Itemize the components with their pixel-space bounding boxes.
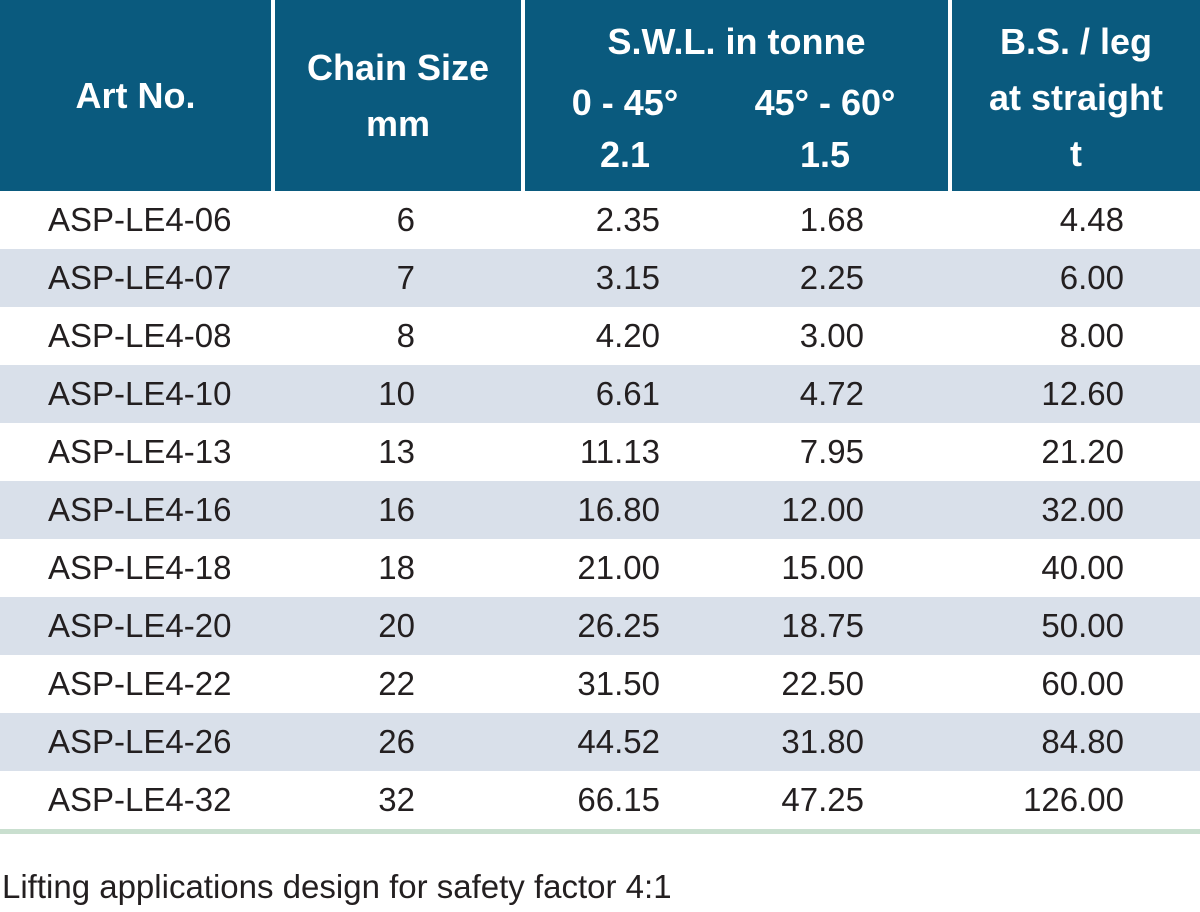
cell-swl-45-60: 22.50 [781, 665, 864, 702]
table-row: ASP-LE4-07 7 3.15 2.25 6.00 [0, 249, 1200, 307]
cell-art-no: ASP-LE4-26 [48, 723, 232, 760]
cell-breaking-strength: 40.00 [1041, 549, 1124, 586]
cell-breaking-strength: 4.48 [1059, 201, 1124, 238]
cell-breaking-strength: 6.00 [1059, 259, 1124, 296]
table-row: ASP-LE4-32 32 66.15 47.25 126.00 [0, 771, 1200, 829]
header-swl-angle-2: 45° - 60° [754, 82, 896, 123]
cell-swl-45-60: 2.25 [799, 259, 864, 296]
cell-art-no: ASP-LE4-22 [48, 665, 232, 702]
cell-swl-45-60: 12.00 [781, 491, 864, 528]
cell-art-no: ASP-LE4-20 [48, 607, 232, 644]
cell-swl-0-45: 66.15 [577, 781, 660, 818]
cell-art-no: ASP-LE4-18 [48, 549, 232, 586]
cell-breaking-strength: 126.00 [1023, 781, 1124, 818]
table-row: ASP-LE4-08 8 4.20 3.00 8.00 [0, 307, 1200, 365]
cell-swl-0-45: 2.35 [595, 201, 660, 238]
cell-swl-45-60: 18.75 [781, 607, 864, 644]
table-bottom-rule [0, 829, 1200, 834]
table-row: ASP-LE4-18 18 21.00 15.00 40.00 [0, 539, 1200, 597]
table-row: ASP-LE4-13 13 11.13 7.95 21.20 [0, 423, 1200, 481]
cell-swl-0-45: 4.20 [595, 317, 660, 354]
header-swl-factor-1: 2.1 [599, 134, 651, 175]
cell-chain-size: 18 [378, 549, 415, 586]
cell-swl-0-45: 44.52 [577, 723, 660, 760]
cell-swl-0-45: 21.00 [577, 549, 660, 586]
cell-swl-0-45: 11.13 [579, 433, 660, 470]
header-bs-line-2: at straight [988, 77, 1164, 118]
cell-art-no: ASP-LE4-32 [48, 781, 232, 818]
table-row: ASP-LE4-06 6 2.35 1.68 4.48 [0, 191, 1200, 249]
header-art-no-label: Art No. [75, 75, 196, 116]
cell-swl-0-45: 3.15 [595, 259, 660, 296]
cell-chain-size: 7 [396, 259, 415, 296]
cell-art-no: ASP-LE4-10 [48, 375, 232, 412]
table-body: ASP-LE4-06 6 2.35 1.68 4.48 ASP-LE4-07 7 3.15 2.… [0, 191, 1200, 829]
header-chain-size-unit: mm [365, 103, 431, 144]
header-swl-title: S.W.L. in tonne [607, 21, 866, 62]
cell-swl-45-60: 15.00 [781, 549, 864, 586]
header-bs-line-3: t [1070, 133, 1082, 174]
cell-swl-0-45: 16.80 [577, 491, 660, 528]
header-art-no: Art No. [0, 0, 271, 191]
cell-art-no: ASP-LE4-13 [48, 433, 232, 470]
header-bs-line-1: B.S. / leg [999, 21, 1153, 62]
header-swl-angle-1: 0 - 45° [571, 82, 679, 123]
cell-swl-45-60: 47.25 [781, 781, 864, 818]
cell-chain-size: 16 [378, 491, 415, 528]
cell-breaking-strength: 32.00 [1041, 491, 1124, 528]
header-chain-size-label: Chain Size [306, 47, 490, 88]
cell-swl-0-45: 6.61 [595, 375, 660, 412]
cell-art-no: ASP-LE4-07 [48, 259, 232, 296]
cell-swl-45-60: 4.72 [799, 375, 864, 412]
cell-breaking-strength: 12.60 [1041, 375, 1124, 412]
cell-breaking-strength: 50.00 [1041, 607, 1124, 644]
cell-breaking-strength: 8.00 [1059, 317, 1124, 354]
cell-art-no: ASP-LE4-06 [48, 201, 232, 238]
cell-breaking-strength: 60.00 [1041, 665, 1124, 702]
cell-swl-45-60: 7.95 [799, 433, 864, 470]
table-row: ASP-LE4-26 26 44.52 31.80 84.80 [0, 713, 1200, 771]
cell-breaking-strength: 21.20 [1041, 433, 1124, 470]
cell-swl-0-45: 31.50 [577, 665, 660, 702]
cell-chain-size: 13 [378, 433, 415, 470]
cell-swl-45-60: 31.80 [781, 723, 864, 760]
header-swl: S.W.L. in tonne 0 - 45° 2.1 45° - 60° 1.… [525, 0, 948, 191]
table-row: ASP-LE4-22 22 31.50 22.50 60.00 [0, 655, 1200, 713]
header-breaking-strength: B.S. / leg at straight t [952, 0, 1200, 191]
cell-art-no: ASP-LE4-16 [48, 491, 232, 528]
cell-breaking-strength: 84.80 [1041, 723, 1124, 760]
spec-table: Art No. Chain Size mm S.W.L. in tonne 0 … [0, 0, 1200, 829]
cell-chain-size: 32 [378, 781, 415, 818]
footnote: Lifting applications design for safety f… [2, 868, 672, 905]
header-chain-size: Chain Size mm [275, 0, 521, 191]
cell-chain-size: 20 [378, 607, 415, 644]
cell-chain-size: 6 [396, 201, 415, 238]
header-swl-factor-2: 1.5 [799, 134, 851, 175]
cell-chain-size: 26 [378, 723, 415, 760]
table-row: ASP-LE4-16 16 16.80 12.00 32.00 [0, 481, 1200, 539]
table-header: Art No. Chain Size mm S.W.L. in tonne 0 … [0, 0, 1200, 191]
cell-art-no: ASP-LE4-08 [48, 317, 232, 354]
cell-swl-0-45: 26.25 [577, 607, 660, 644]
table-row: ASP-LE4-20 20 26.25 18.75 50.00 [0, 597, 1200, 655]
cell-swl-45-60: 3.00 [799, 317, 864, 354]
cell-chain-size: 10 [378, 375, 415, 412]
cell-chain-size: 8 [396, 317, 415, 354]
table-row: ASP-LE4-10 10 6.61 4.72 12.60 [0, 365, 1200, 423]
cell-chain-size: 22 [378, 665, 415, 702]
cell-swl-45-60: 1.68 [799, 201, 864, 238]
